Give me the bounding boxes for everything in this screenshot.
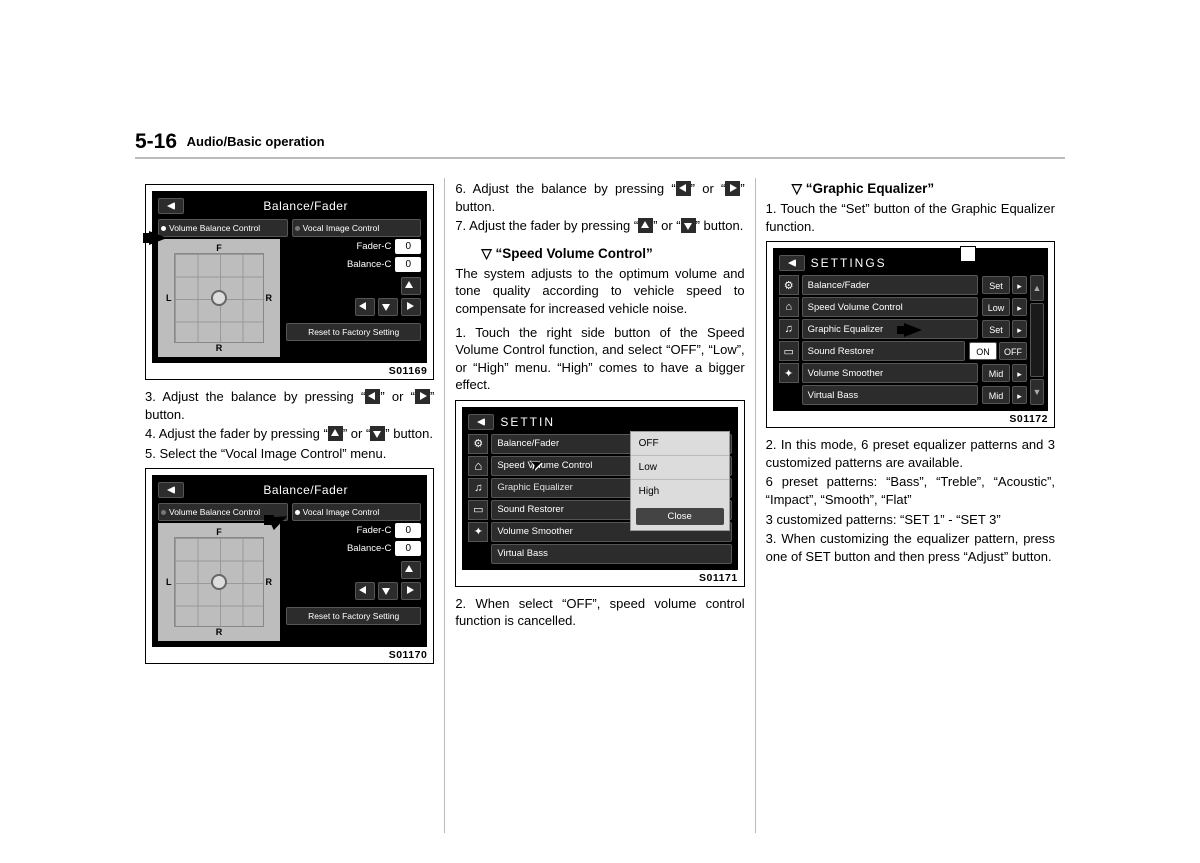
gear-icon[interactable]: ⚙ bbox=[468, 434, 488, 454]
fader-up[interactable] bbox=[401, 561, 421, 579]
expand-icon[interactable]: ▸ bbox=[1012, 320, 1027, 338]
callout-number: 1 bbox=[960, 246, 976, 262]
settings-item[interactable]: Graphic Equalizer bbox=[802, 319, 978, 339]
tools-icon[interactable]: ✦ bbox=[779, 363, 799, 383]
gear-icon[interactable]: ⚙ bbox=[779, 275, 799, 295]
balance-left[interactable] bbox=[355, 582, 375, 600]
figure-code: S01171 bbox=[462, 572, 737, 584]
scroll-down[interactable]: ▼ bbox=[1030, 379, 1044, 405]
settings-item[interactable]: Sound Restorer bbox=[802, 341, 965, 361]
scroll-track[interactable] bbox=[1030, 303, 1044, 377]
settings-item[interactable]: Balance/Fader bbox=[802, 275, 978, 295]
column-1: Balance/Fader Volume Balance Control Voc… bbox=[135, 178, 444, 833]
fig-title: SETTIN bbox=[500, 413, 555, 431]
popup-option[interactable]: OFF bbox=[631, 432, 729, 456]
balance-grid: F LR R bbox=[158, 523, 280, 641]
settings-item[interactable]: Volume Smoother bbox=[802, 363, 978, 383]
expand-icon[interactable]: ▸ bbox=[1012, 276, 1027, 294]
fig-title: Balance/Fader bbox=[190, 197, 421, 215]
popup-option[interactable]: Low bbox=[631, 456, 729, 480]
back-button[interactable] bbox=[779, 255, 805, 271]
step-5: 5. Select the “Vocal Image Control” menu… bbox=[145, 445, 434, 463]
tools-icon[interactable]: ✦ bbox=[468, 522, 488, 542]
music-icon[interactable]: ♫ bbox=[779, 319, 799, 339]
expand-icon[interactable]: ▸ bbox=[1012, 386, 1027, 404]
tab-vocal-image[interactable]: Vocal Image Control bbox=[292, 503, 422, 521]
balance-right[interactable] bbox=[401, 298, 421, 316]
fig-title: SETTINGS bbox=[811, 254, 887, 272]
settings-item[interactable]: Virtual Bass bbox=[802, 385, 978, 405]
bluetooth-icon[interactable]: ⌂ bbox=[468, 456, 488, 476]
tab-volume-balance[interactable]: Volume Balance Control bbox=[158, 219, 288, 237]
step-4: 4. Adjust the fader by pressing “” or “”… bbox=[145, 425, 434, 443]
geq-p5: 3. When customizing the equalizer patter… bbox=[766, 530, 1055, 565]
settings-item[interactable]: Speed Volume Control bbox=[802, 297, 978, 317]
value-button[interactable]: Mid bbox=[982, 364, 1010, 382]
geq-p2: 2. In this mode, 6 preset equalizer patt… bbox=[766, 436, 1055, 471]
music-icon[interactable]: ♫ bbox=[468, 478, 488, 498]
speed-volume-desc: The system adjusts to the optimum volume… bbox=[455, 265, 744, 318]
display-icon[interactable]: ▭ bbox=[779, 341, 799, 361]
figure-code: S01172 bbox=[773, 413, 1048, 425]
figure-settings-popup: SETTIN ⚙ ⌂ ♫ ▭ ✦ Balance/Fader Speed Vol… bbox=[455, 400, 744, 587]
left-arrow-icon bbox=[365, 389, 380, 404]
up-arrow-icon bbox=[328, 426, 343, 441]
page-header: 5-16 Audio/Basic operation bbox=[135, 130, 1065, 159]
popup-option[interactable]: High bbox=[631, 480, 729, 503]
left-arrow-icon bbox=[676, 181, 691, 196]
figure-balance-fader-1: Balance/Fader Volume Balance Control Voc… bbox=[145, 184, 434, 380]
set-button[interactable]: Set bbox=[982, 320, 1010, 338]
expand-icon[interactable]: ▸ bbox=[1012, 298, 1027, 316]
right-arrow-icon bbox=[415, 389, 430, 404]
balance-left[interactable] bbox=[355, 298, 375, 316]
tab-vocal-image[interactable]: Vocal Image Control bbox=[292, 219, 422, 237]
fader-down[interactable] bbox=[378, 298, 398, 316]
page-number: 5-16 bbox=[135, 130, 177, 154]
back-button[interactable] bbox=[158, 198, 184, 214]
down-arrow-icon bbox=[370, 426, 385, 441]
right-arrow-icon bbox=[725, 181, 740, 196]
speed-volume-step1: 1. Touch the right side button of the Sp… bbox=[455, 324, 744, 394]
reset-button[interactable]: Reset to Factory Setting bbox=[286, 607, 421, 625]
scroll-up[interactable]: ▲ bbox=[1030, 275, 1044, 301]
popup-menu: OFF Low High Close bbox=[630, 431, 730, 531]
subheading-graphic-eq: ▽ “Graphic Equalizer” bbox=[792, 180, 1055, 198]
expand-icon[interactable]: ▸ bbox=[1012, 364, 1027, 382]
manual-page: 5-16 Audio/Basic operation Balance/Fader… bbox=[0, 0, 1200, 863]
on-button[interactable]: ON bbox=[969, 342, 997, 360]
fig-title: Balance/Fader bbox=[190, 481, 421, 499]
geq-step1: 1. Touch the “Set” button of the Graphic… bbox=[766, 200, 1055, 235]
geq-p3: 6 preset patterns: “Bass”, “Treble”, “Ac… bbox=[766, 473, 1055, 508]
fader-up[interactable] bbox=[401, 277, 421, 295]
balance-grid: F LR R bbox=[158, 239, 280, 357]
step-6: 6. Adjust the balance by pressing “” or … bbox=[455, 180, 744, 215]
step-3: 3. Adjust the balance by pressing “” or … bbox=[145, 388, 434, 423]
down-arrow-icon bbox=[681, 218, 696, 233]
column-2: 6. Adjust the balance by pressing “” or … bbox=[444, 178, 754, 833]
balance-right[interactable] bbox=[401, 582, 421, 600]
figure-balance-fader-2: Balance/Fader Volume Balance Control Voc… bbox=[145, 468, 434, 664]
settings-item[interactable]: Virtual Bass bbox=[491, 544, 731, 564]
bluetooth-icon[interactable]: ⌂ bbox=[779, 297, 799, 317]
back-button[interactable] bbox=[158, 482, 184, 498]
column-3: ▽ “Graphic Equalizer” 1. Touch the “Set”… bbox=[755, 178, 1065, 833]
section-title: Audio/Basic operation bbox=[187, 134, 325, 149]
value-button[interactable]: Mid bbox=[982, 386, 1010, 404]
close-button[interactable]: Close bbox=[636, 508, 724, 525]
step-7: 7. Adjust the fader by pressing “” or “”… bbox=[455, 217, 744, 235]
figure-settings-full: SETTINGS ⚙ ⌂ ♫ ▭ ✦ Balance/FaderSet▸ Spe… bbox=[766, 241, 1055, 428]
back-button[interactable] bbox=[468, 414, 494, 430]
set-button[interactable]: Set bbox=[982, 276, 1010, 294]
figure-code: S01169 bbox=[152, 365, 427, 377]
off-button[interactable]: OFF bbox=[999, 342, 1027, 360]
figure-code: S01170 bbox=[152, 649, 427, 661]
geq-p4: 3 customized patterns: “SET 1” - “SET 3” bbox=[766, 511, 1055, 529]
fader-down[interactable] bbox=[378, 582, 398, 600]
display-icon[interactable]: ▭ bbox=[468, 500, 488, 520]
up-arrow-icon bbox=[638, 218, 653, 233]
value-button[interactable]: Low bbox=[982, 298, 1010, 316]
reset-button[interactable]: Reset to Factory Setting bbox=[286, 323, 421, 341]
speed-volume-step2: 2. When select “OFF”, speed volume contr… bbox=[455, 595, 744, 630]
subheading-speed-volume: ▽ “Speed Volume Control” bbox=[481, 245, 744, 263]
